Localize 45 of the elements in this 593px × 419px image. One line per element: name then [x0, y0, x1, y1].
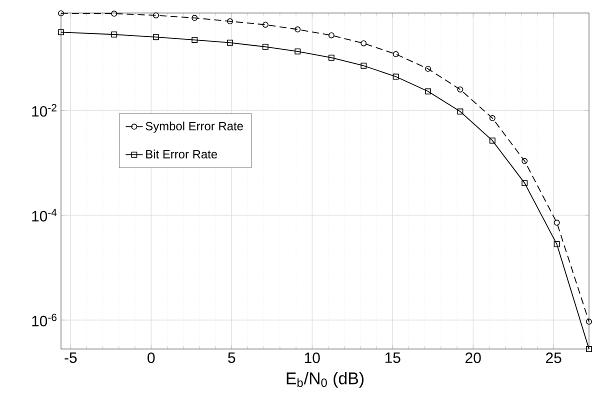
- y-tick-label: 10$^{-4}$: [32, 208, 57, 222]
- point: [328, 54, 334, 61]
- point: [294, 48, 301, 54]
- point: [425, 66, 432, 72]
- x-tick-label: 15: [385, 352, 400, 363]
- x-tick-label: 20: [466, 352, 481, 364]
- legend-label: Symbol Error Rate: [146, 122, 243, 133]
- point: [152, 12, 159, 18]
- point: [328, 32, 334, 38]
- y-tick-label: 10$^{-6}$: [32, 314, 57, 326]
- point: [360, 40, 367, 46]
- point: [58, 29, 64, 36]
- point: [554, 241, 560, 248]
- point: [554, 220, 560, 226]
- point: [586, 318, 592, 325]
- point: [489, 115, 496, 122]
- point: [489, 138, 496, 144]
- x-tick-label: 25: [546, 352, 562, 364]
- point: [262, 22, 268, 28]
- legend-label: Bit Error Rate: [146, 150, 218, 158]
- x-tick-label: 10: [304, 352, 320, 364]
- point: [457, 108, 464, 115]
- point: [227, 40, 234, 46]
- point: [262, 44, 268, 50]
- y-tick-label: 10$^{-2}$: [32, 104, 56, 117]
- x-axis-title: E$_{b}$/N$_{0}$ (dB): [286, 372, 364, 388]
- point: [192, 37, 198, 43]
- point: [111, 32, 118, 38]
- point: [58, 10, 64, 16]
- point: [425, 88, 432, 94]
- point: [392, 51, 399, 58]
- point: [522, 180, 528, 186]
- point: [457, 86, 464, 92]
- point: [111, 10, 118, 17]
- point: [192, 14, 198, 21]
- point: [392, 74, 399, 80]
- x-tick-label: -5: [64, 352, 77, 363]
- x-tick-label: 5: [228, 352, 236, 363]
- point: [522, 158, 528, 164]
- point: [294, 26, 301, 32]
- x-tick-label: 0: [148, 352, 155, 364]
- point: [227, 18, 234, 24]
- point: [152, 34, 159, 40]
- point: [586, 346, 592, 352]
- point: [360, 62, 367, 69]
